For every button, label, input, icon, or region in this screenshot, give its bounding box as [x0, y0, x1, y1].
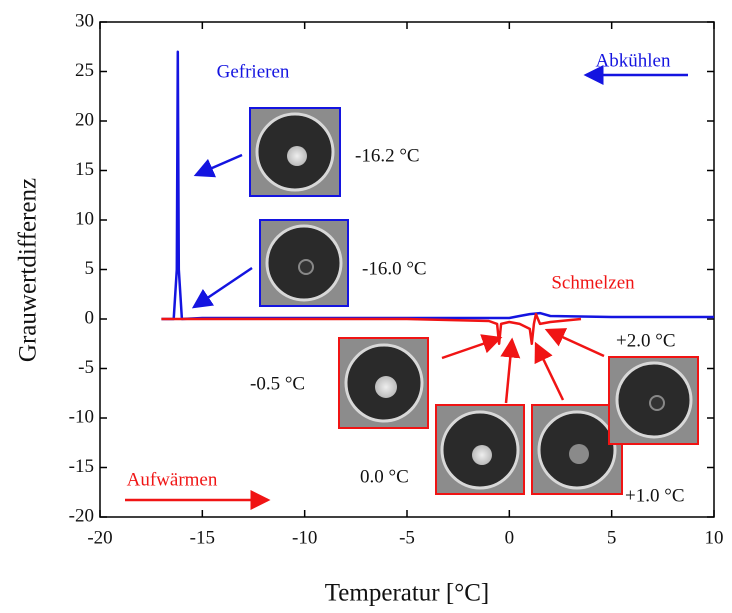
insets: [249, 107, 699, 495]
x-axis-label: Temperatur [°C]: [325, 580, 489, 607]
x-tick-label: -15: [190, 527, 215, 548]
y-tick-label: 30: [75, 10, 94, 31]
arrow: [544, 328, 605, 358]
y-tick-label: -20: [69, 505, 94, 526]
inset: [435, 404, 525, 495]
y-tick-label: 15: [75, 159, 94, 180]
series-label: Aufwärmen: [127, 469, 218, 490]
arrow: [500, 337, 521, 404]
arrows: [125, 65, 688, 510]
y-tick-label: 20: [75, 109, 94, 130]
inset: [338, 337, 429, 429]
y-axis-label: Grauwertdifferenz: [15, 178, 42, 362]
annotation: 0.0 °C: [360, 466, 409, 487]
annotation: -16.0 °C: [362, 258, 427, 279]
x-tick-label: 0: [505, 527, 515, 548]
inset: [249, 107, 341, 197]
y-tick-label: 10: [75, 208, 94, 229]
inset: [259, 219, 349, 307]
data-line: [161, 312, 582, 346]
y-tick-label: 0: [85, 307, 95, 328]
x-tick-label: -5: [399, 527, 415, 548]
arrow: [193, 153, 243, 178]
arrow: [191, 266, 253, 309]
annotation: +2.0 °C: [616, 330, 676, 351]
annotation: -0.5 °C: [250, 373, 305, 394]
x-tick-label: 10: [705, 527, 724, 548]
y-tick-label: 25: [75, 60, 94, 81]
annotation: +1.0 °C: [625, 485, 685, 506]
x-tick-label: -20: [87, 527, 112, 548]
arrow: [534, 341, 565, 401]
annotation: Schmelzen: [551, 272, 635, 293]
x-tick-label: -10: [292, 527, 317, 548]
inset: [608, 356, 699, 445]
inset: [531, 404, 623, 495]
y-tick-label: 5: [85, 258, 95, 279]
arrow: [441, 334, 503, 360]
series-label: Abkühlen: [596, 50, 671, 71]
y-tick-label: -5: [78, 357, 94, 378]
annotation: -16.2 °C: [355, 145, 420, 166]
x-tick-label: 5: [607, 527, 617, 548]
y-tick-label: -15: [69, 456, 94, 477]
y-tick-label: -10: [69, 406, 94, 427]
annotation: Gefrieren: [217, 61, 290, 82]
